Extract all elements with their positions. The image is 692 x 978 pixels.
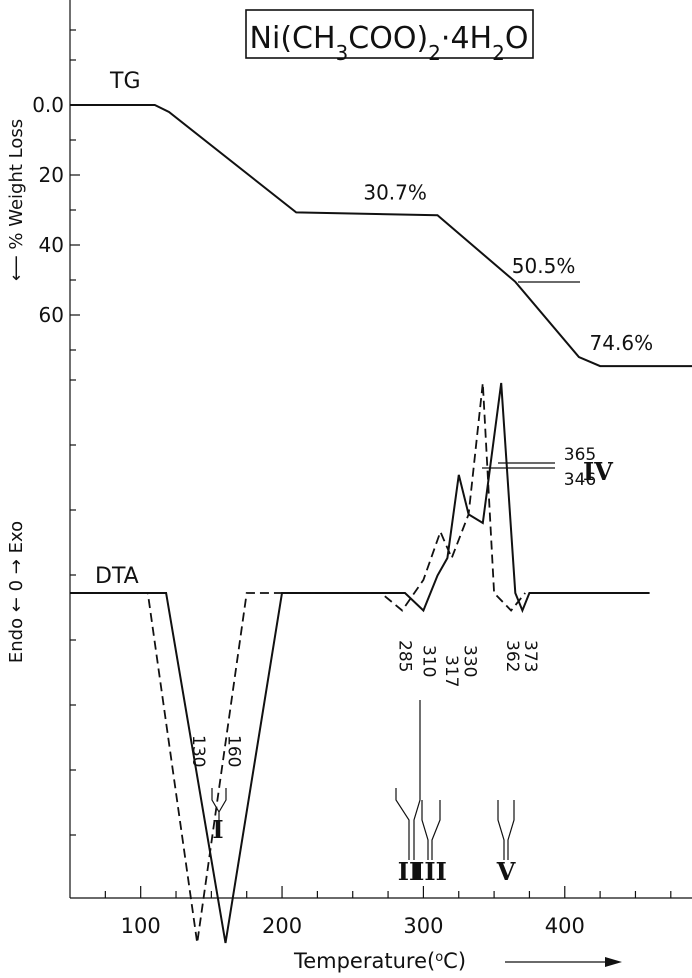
- stage-label: I: [212, 815, 223, 844]
- stage-label: II: [398, 857, 420, 886]
- title-box: [245, 9, 534, 59]
- dta-peak-label: 310: [418, 645, 438, 677]
- dta-peak-label: 365: [564, 445, 596, 465]
- dta-peak-label: 330: [459, 645, 479, 677]
- x-axis-title: Temperature(oC): [293, 949, 466, 973]
- x-tick-label: 300: [403, 914, 443, 938]
- dta-curve-dashed: [70, 382, 526, 944]
- tg-y-tick-label: 0.0: [32, 93, 64, 117]
- x-tick-label: 400: [545, 914, 585, 938]
- tg-curve: [70, 104, 692, 368]
- x-tick-label: 100: [121, 914, 161, 938]
- stage-i-bracket: [211, 788, 227, 820]
- dta-peak-label: 285: [394, 640, 414, 672]
- x-axis-title-arrow-head: [605, 957, 622, 967]
- dta-y-axis-title: Endo ← 0 → Exo: [6, 521, 27, 663]
- dta-peak-label: 373: [520, 640, 540, 672]
- chart-title: Ni(CH3COO)2·4H2O: [250, 21, 529, 65]
- tg-y-tick-label: 20: [39, 163, 64, 187]
- stage-ii-bracket: [395, 700, 421, 860]
- tg-label: TG: [109, 69, 141, 94]
- x-tick-label: 200: [262, 914, 302, 938]
- dta-label: DTA: [95, 564, 139, 589]
- tg-y-tick-label: 40: [39, 233, 64, 257]
- tg-y-tick-label: 60: [39, 303, 64, 327]
- stage-label: IV: [583, 457, 613, 486]
- stage-label: V: [496, 857, 516, 886]
- dta-peak-label: 130: [188, 735, 208, 767]
- stage-iii-bracket: [421, 800, 441, 860]
- tg-annotation: 30.7%: [363, 181, 427, 205]
- stage-v-bracket: [497, 800, 515, 860]
- stage-label: III: [413, 857, 447, 886]
- dta-peak-label: 346: [564, 470, 596, 490]
- dta-peak-label: 160: [223, 735, 243, 767]
- tg-annotation: 50.5%: [512, 254, 576, 278]
- dta-peak-label: 317: [441, 655, 461, 687]
- tg-y-axis-title: ⟵ % Weight Loss: [6, 119, 27, 281]
- dta-peak-label: 362: [502, 640, 522, 672]
- tg-annotation: 74.6%: [590, 331, 654, 355]
